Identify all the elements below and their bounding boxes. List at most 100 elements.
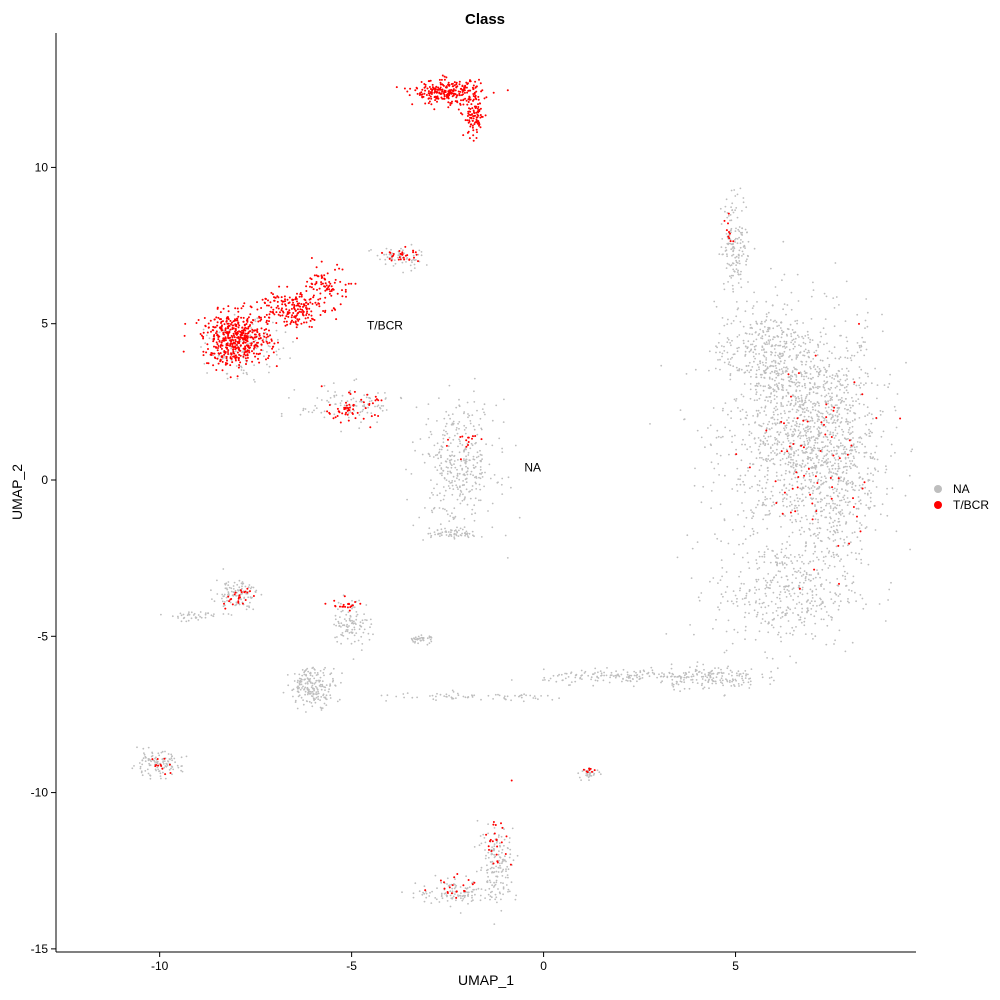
data-point — [807, 562, 810, 565]
data-point — [759, 439, 762, 442]
data-point — [483, 97, 486, 100]
data-point — [428, 86, 431, 88]
data-point — [460, 892, 462, 894]
data-point — [460, 94, 463, 97]
data-point — [803, 530, 806, 533]
data-point — [811, 471, 814, 474]
data-point — [372, 633, 374, 636]
data-point — [752, 340, 755, 343]
data-point — [465, 530, 468, 533]
data-point — [751, 511, 754, 513]
data-point — [755, 600, 757, 602]
data-point — [802, 337, 805, 340]
data-point — [825, 381, 828, 384]
data-point — [736, 605, 739, 607]
data-point — [761, 337, 764, 340]
data-point — [807, 410, 810, 412]
data-point — [491, 890, 493, 893]
data-point — [790, 456, 792, 459]
data-point — [485, 869, 488, 872]
data-point — [847, 437, 849, 440]
data-point — [503, 697, 505, 699]
data-point — [441, 74, 444, 77]
data-point — [735, 672, 738, 675]
data-point — [421, 453, 424, 456]
data-point — [738, 236, 740, 239]
data-point — [430, 534, 433, 537]
data-point — [870, 382, 873, 385]
data-point — [441, 897, 444, 900]
data-point — [765, 313, 768, 315]
data-point — [726, 323, 729, 325]
data-point — [803, 504, 805, 507]
data-point — [252, 586, 255, 589]
data-point — [414, 882, 417, 885]
data-point — [717, 667, 720, 669]
data-point — [465, 448, 467, 451]
data-point — [808, 491, 810, 494]
data-point — [610, 674, 613, 676]
data-point — [780, 368, 783, 370]
data-point — [834, 357, 837, 360]
data-point — [871, 457, 874, 460]
data-point — [730, 344, 732, 347]
data-point — [815, 588, 818, 591]
data-point — [480, 427, 483, 430]
data-point — [745, 516, 748, 519]
data-point — [204, 612, 207, 614]
data-point — [683, 674, 686, 677]
data-point — [325, 698, 327, 700]
data-point — [812, 386, 815, 389]
data-point — [775, 610, 778, 612]
data-point — [458, 421, 461, 423]
data-point — [425, 892, 428, 895]
data-point — [802, 434, 805, 437]
data-point — [794, 430, 797, 432]
data-point — [363, 405, 366, 408]
data-point — [805, 470, 808, 473]
data-point — [812, 366, 815, 368]
data-point — [470, 900, 473, 902]
data-point — [735, 366, 738, 369]
data-point — [767, 573, 770, 575]
data-point — [843, 498, 846, 501]
data-point — [853, 354, 856, 357]
data-point — [764, 514, 767, 516]
data-point — [330, 672, 333, 675]
data-point — [834, 386, 837, 389]
data-point — [424, 890, 427, 893]
data-point — [453, 533, 456, 536]
data-point — [448, 384, 451, 387]
data-point — [801, 607, 804, 610]
data-point — [221, 360, 224, 363]
data-point — [728, 453, 730, 456]
data-point — [815, 472, 818, 474]
data-point — [455, 484, 458, 487]
data-point — [829, 530, 832, 533]
data-point — [323, 384, 326, 387]
data-point — [763, 435, 765, 437]
data-point — [804, 397, 807, 400]
data-point — [837, 517, 840, 520]
data-point — [306, 667, 309, 670]
data-point — [824, 407, 827, 409]
data-point — [732, 529, 734, 531]
data-point — [875, 445, 878, 448]
data-point — [846, 412, 849, 415]
data-point — [849, 433, 851, 436]
data-point — [415, 259, 417, 261]
data-point — [855, 384, 858, 387]
data-point — [828, 550, 831, 553]
data-point — [370, 399, 373, 402]
data-point — [873, 467, 876, 470]
data-point — [851, 449, 854, 451]
data-point — [473, 93, 476, 95]
data-point — [463, 429, 466, 431]
data-point — [224, 355, 227, 358]
data-point — [763, 556, 766, 558]
data-point — [779, 636, 782, 638]
data-point — [186, 614, 189, 617]
data-point — [742, 681, 745, 684]
data-point — [498, 850, 500, 852]
data-point — [497, 888, 499, 890]
